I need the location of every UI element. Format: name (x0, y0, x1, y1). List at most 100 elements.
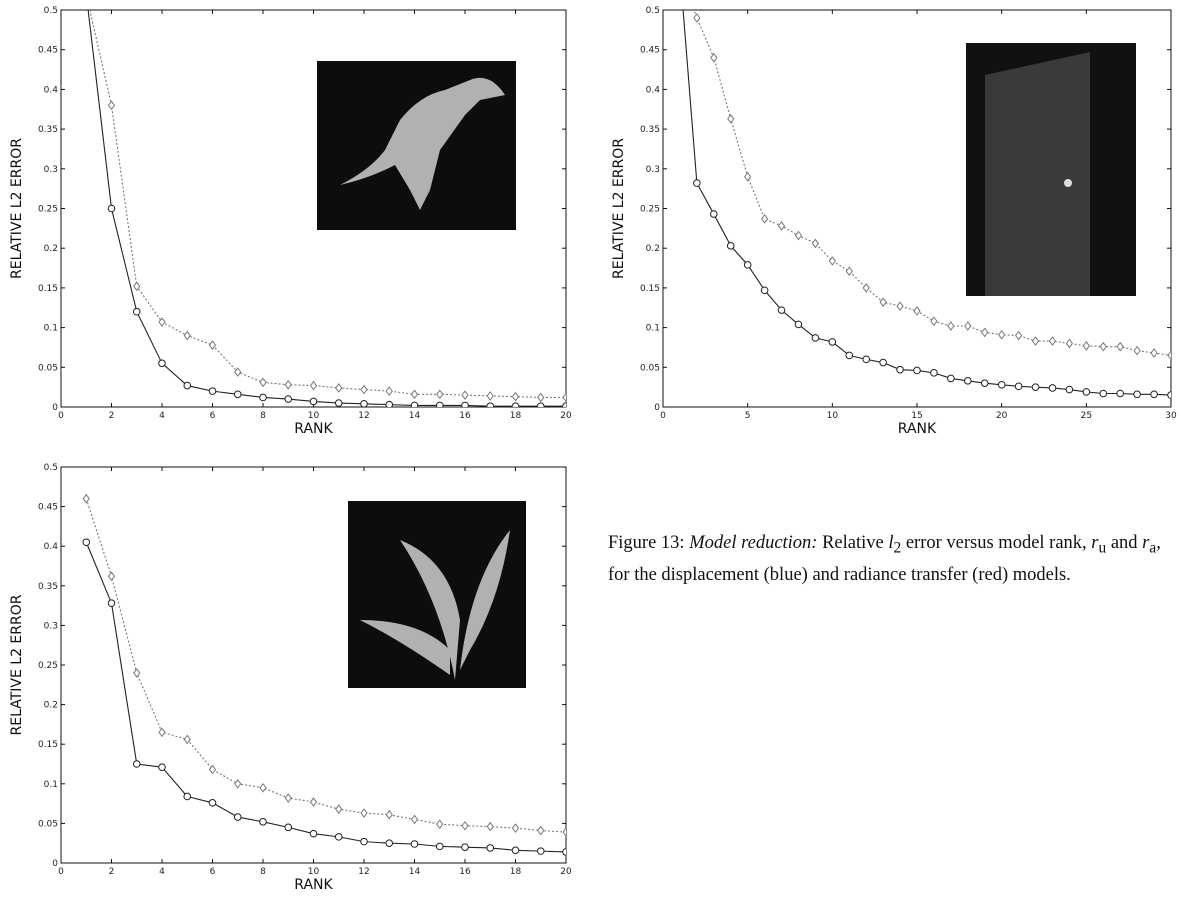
marker (435, 401, 444, 407)
y-tick-label: 0.35 (38, 582, 58, 592)
marker (777, 306, 786, 314)
caption: Figure 13: Model reduction: Relative l2 … (608, 530, 1181, 589)
marker (233, 813, 242, 821)
x-tick-label: 20 (560, 867, 572, 877)
x-tick-label: 0 (58, 411, 64, 421)
series-line (85, 498, 566, 833)
marker (461, 390, 469, 400)
marker (385, 400, 394, 407)
marker (744, 171, 752, 182)
y-tick-label: 0.05 (38, 819, 58, 829)
x-tick-label: 25 (1081, 411, 1092, 421)
y-tick-label: 0.2 (44, 244, 58, 254)
marker (208, 340, 217, 350)
marker (486, 844, 495, 852)
marker (947, 374, 955, 383)
y-tick-label: 0.15 (38, 284, 58, 294)
marker (1116, 389, 1124, 398)
x-axis-label: RANK (898, 421, 937, 437)
marker (234, 778, 242, 789)
marker (794, 230, 803, 241)
marker (511, 823, 520, 833)
y-tick-label: 0 (654, 403, 660, 413)
x-tick-label: 12 (358, 411, 369, 421)
marker (461, 401, 469, 407)
x-tick-label: 30 (1165, 411, 1177, 421)
x-tick-label: 8 (260, 411, 266, 421)
marker (562, 402, 566, 407)
plant-image (348, 501, 526, 688)
x-tick-label: 16 (459, 867, 471, 877)
caption-title: Model reduction: (689, 533, 818, 553)
x-tick-label: 14 (409, 411, 421, 421)
caption-math: 2 (893, 539, 902, 557)
x-tick-label: 6 (210, 411, 216, 421)
x-tick-label: 10 (308, 411, 320, 421)
marker (360, 384, 368, 395)
marker (693, 13, 701, 23)
marker (259, 782, 267, 793)
marker (981, 327, 989, 338)
marker (845, 266, 853, 277)
caption-math: u (1098, 539, 1107, 557)
x-tick-label: 10 (827, 411, 839, 421)
marker (284, 793, 292, 803)
caption-text: Relative (822, 533, 884, 553)
marker (259, 393, 267, 402)
marker (727, 113, 735, 124)
marker (158, 317, 166, 327)
y-tick-label: 0.5 (646, 6, 660, 16)
plot-area (682, 10, 1171, 399)
marker (947, 321, 955, 331)
y-axis-label: RELATIVE L2 ERROR (9, 594, 25, 735)
marker (862, 355, 871, 364)
x-tick-label: 15 (911, 411, 922, 421)
marker (259, 377, 267, 388)
marker (82, 538, 91, 547)
marker (486, 402, 495, 407)
marker (1150, 348, 1158, 358)
x-tick-label: 5 (745, 411, 751, 421)
series-line (85, 542, 566, 853)
marker (284, 379, 292, 390)
marker (385, 809, 393, 820)
y-tick-label: 0.25 (640, 205, 660, 215)
y-tick-label: 0.35 (38, 125, 58, 135)
marker (158, 359, 166, 368)
y-tick-label: 0.1 (646, 324, 660, 334)
marker (896, 301, 904, 311)
marker (811, 238, 820, 249)
y-tick-label: 0.15 (640, 284, 660, 294)
y-tick-label: 0.5 (44, 6, 58, 16)
marker (710, 210, 718, 218)
marker (233, 390, 242, 399)
marker (913, 366, 921, 375)
y-tick-label: 0.3 (646, 165, 660, 175)
caption-math: l (888, 533, 894, 553)
marker (208, 387, 217, 395)
marker (208, 764, 217, 775)
marker (259, 818, 267, 826)
marker (360, 808, 368, 818)
y-tick-label: 0.25 (38, 661, 58, 671)
marker (1065, 385, 1074, 394)
x-tick-label: 10 (308, 867, 320, 877)
marker (537, 825, 545, 836)
marker (998, 329, 1006, 340)
marker (1031, 383, 1040, 391)
marker (436, 819, 444, 830)
marker (1099, 341, 1107, 352)
marker (879, 297, 887, 308)
marker (1167, 391, 1171, 399)
marker (133, 668, 141, 678)
marker (435, 842, 444, 851)
marker (828, 256, 836, 266)
y-tick-label: 0.4 (646, 85, 661, 95)
plot-area (87, 10, 566, 407)
marker (158, 727, 166, 738)
x-tick-label: 20 (560, 411, 572, 421)
marker (133, 281, 141, 292)
y-tick-label: 0 (52, 403, 58, 413)
marker (760, 286, 769, 295)
marker (1031, 336, 1040, 346)
